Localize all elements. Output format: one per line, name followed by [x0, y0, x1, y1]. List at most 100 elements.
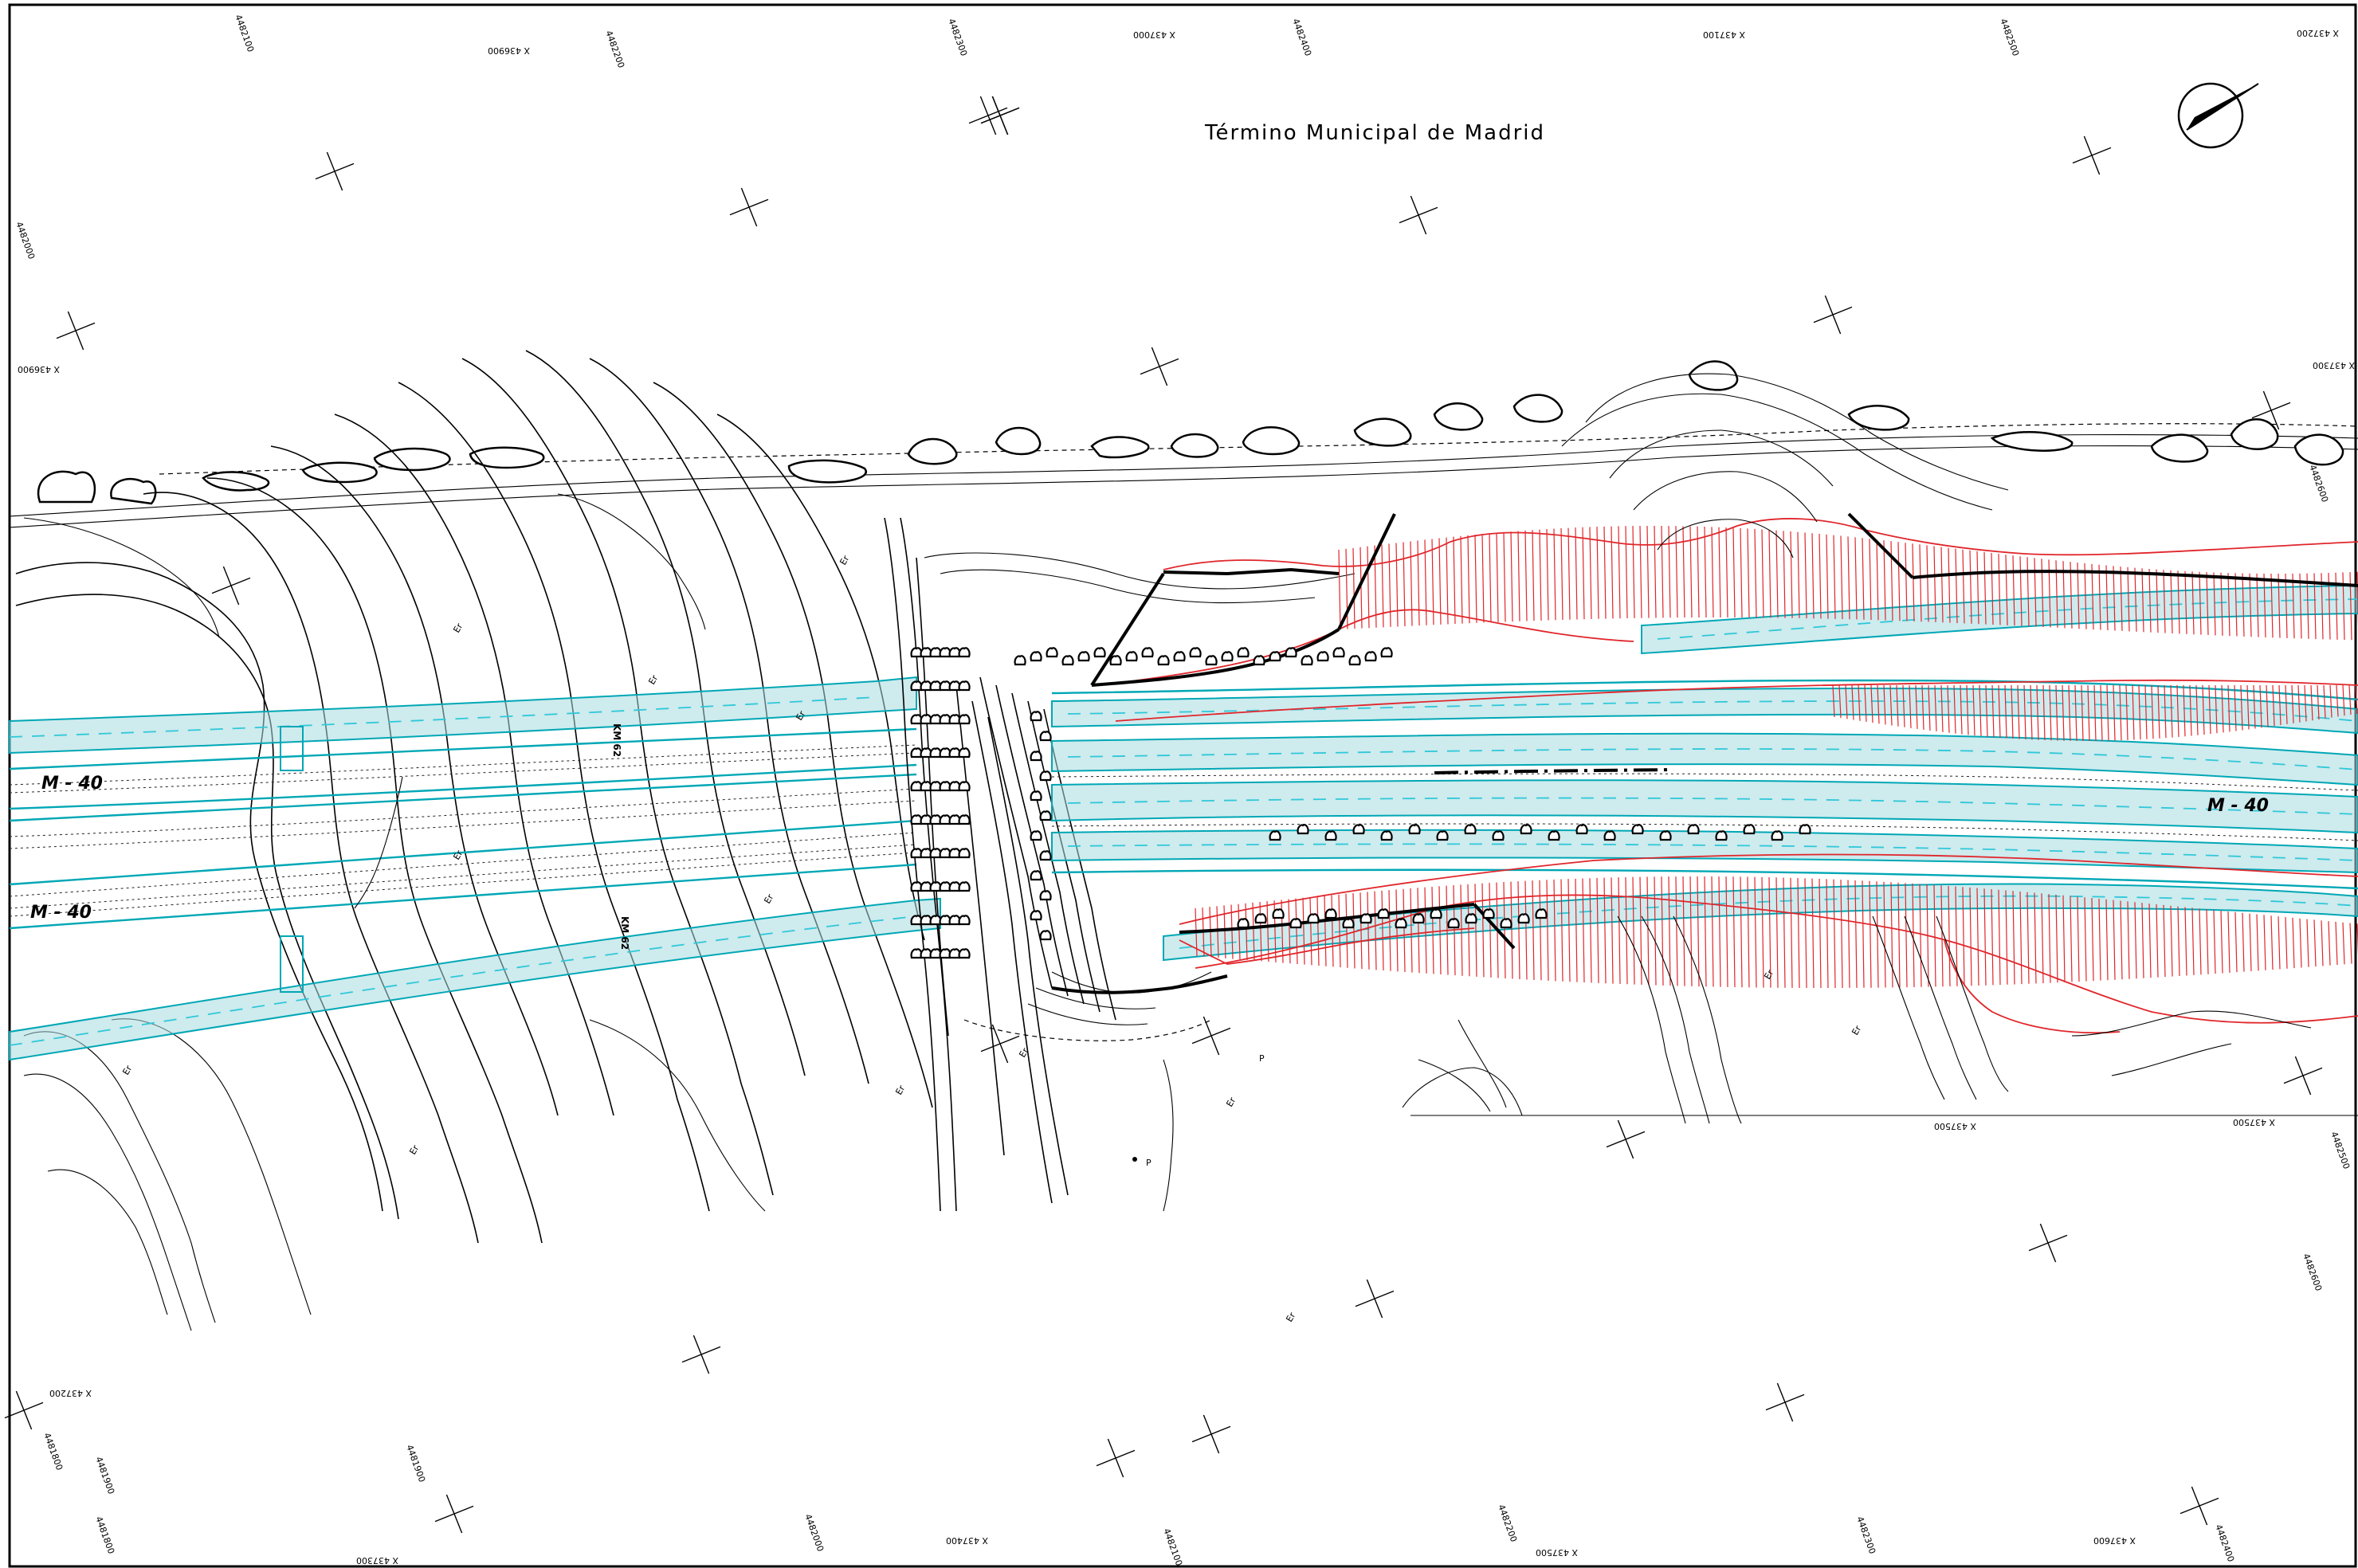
tree-icon: [1517, 913, 1530, 924]
tree-icon: [1014, 655, 1026, 666]
tree-icon: [1237, 918, 1250, 929]
tree-icon: [1272, 908, 1285, 919]
tree-icon: [1348, 655, 1361, 666]
tree-icon: [1253, 655, 1265, 666]
road-label-west-upper: M - 40: [41, 774, 103, 794]
tree-icon: [958, 881, 971, 892]
tree-icon: [1289, 918, 1302, 929]
municipality-title: Término Municipal de Madrid: [1204, 121, 1545, 145]
tree-icon: [1324, 830, 1337, 841]
tree-icon: [1061, 655, 1074, 666]
tree-icon: [958, 747, 971, 759]
tree-icon: [958, 781, 971, 792]
tree-icon: [1342, 918, 1355, 929]
tree-icon: [1430, 908, 1442, 919]
tree-icon: [1039, 810, 1052, 821]
tree-icon: [1221, 651, 1234, 662]
tree-icon: [1030, 711, 1042, 722]
tree-icon: [958, 647, 971, 658]
tree-icon: [1254, 913, 1267, 924]
tree-icon: [1030, 790, 1042, 802]
tree-icon: [1799, 824, 1811, 835]
tree-icon: [1464, 824, 1477, 835]
tree-icon: [1324, 908, 1337, 919]
grid-label: X 437200: [2297, 28, 2339, 38]
grid-label: X 437500: [1536, 1547, 1578, 1558]
tree-icon: [1412, 913, 1425, 924]
tree-icon: [1269, 830, 1281, 841]
tree-icon: [1364, 651, 1377, 662]
km-marker-lower: KM 62: [619, 916, 630, 950]
grid-label: X 437100: [1703, 29, 1745, 40]
point-label-p2: P: [1259, 1053, 1265, 1064]
tree-icon: [1301, 655, 1313, 666]
tree-icon: [1030, 870, 1042, 881]
trees: [910, 647, 1811, 959]
tree-icon: [1157, 655, 1170, 666]
earthworks: [1090, 512, 2358, 1034]
tree-icon: [958, 814, 971, 825]
tree-icon: [1500, 918, 1512, 929]
tree-icon: [1603, 830, 1616, 841]
tree-icon: [1380, 830, 1393, 841]
tree-icon: [1352, 824, 1365, 835]
tree-icon: [1715, 830, 1728, 841]
tree-icon: [1109, 655, 1122, 666]
tree-icon: [1205, 655, 1218, 666]
tree-icon: [1377, 908, 1390, 919]
tree-icon: [1520, 824, 1532, 835]
tree-icon: [1492, 830, 1505, 841]
tree-icon: [1359, 913, 1372, 924]
grid-label: X 437300: [2313, 360, 2355, 370]
north-arrow-icon: [2177, 82, 2259, 149]
road-label-west-lower: M - 40: [30, 903, 92, 923]
tree-icon: [1125, 651, 1138, 662]
tree-icon: [1173, 651, 1186, 662]
grid-crosses: [4, 96, 2323, 1534]
drawing-frame: [8, 3, 2357, 1568]
tree-icon: [1548, 830, 1560, 841]
tree-icon: [1575, 824, 1588, 835]
tree-icon: [1408, 824, 1421, 835]
tree-icon: [1631, 824, 1644, 835]
tree-icon: [1465, 913, 1477, 924]
grid-label: X 437500: [2233, 1117, 2275, 1127]
road-label-east: M - 40: [2207, 796, 2269, 816]
tree-icon: [1030, 830, 1042, 841]
tree-icon: [1659, 830, 1672, 841]
point-label-p1: P: [1146, 1158, 1152, 1168]
tree-icon: [1297, 824, 1309, 835]
tree-icon: [1771, 830, 1783, 841]
tree-icon: [1093, 647, 1106, 658]
tree-icon: [1535, 908, 1548, 919]
tree-icon: [1030, 751, 1042, 762]
grid-label: X 436900: [488, 45, 530, 56]
tree-icon: [1380, 647, 1393, 658]
tree-icon: [1447, 918, 1460, 929]
west-carriageways: [9, 676, 941, 1061]
tree-icon: [1077, 651, 1090, 662]
tree-icon: [958, 680, 971, 692]
grid-label: X 437000: [1133, 29, 1175, 40]
tree-icon: [1030, 651, 1042, 662]
tree-icon: [1332, 647, 1345, 658]
tree-icon: [1436, 830, 1449, 841]
grid-label: X 437600: [2093, 1535, 2136, 1546]
tree-icon: [958, 915, 971, 926]
tree-icon: [1482, 908, 1495, 919]
grid-label: X 437400: [946, 1535, 988, 1546]
tree-icon: [1046, 647, 1058, 658]
tree-icon: [1743, 824, 1756, 835]
tree-icon: [1687, 824, 1700, 835]
tree-icon: [1307, 913, 1320, 924]
tree-icon: [1039, 850, 1052, 861]
tree-icon: [958, 848, 971, 859]
tree-icon: [1039, 930, 1052, 941]
km-marker-upper: KM 62: [611, 723, 622, 757]
east-carriageways: [1051, 584, 2358, 962]
tree-icon: [1141, 647, 1154, 658]
tree-icon: [1269, 651, 1281, 662]
tree-icon: [1039, 770, 1052, 782]
tree-icon: [958, 714, 971, 725]
